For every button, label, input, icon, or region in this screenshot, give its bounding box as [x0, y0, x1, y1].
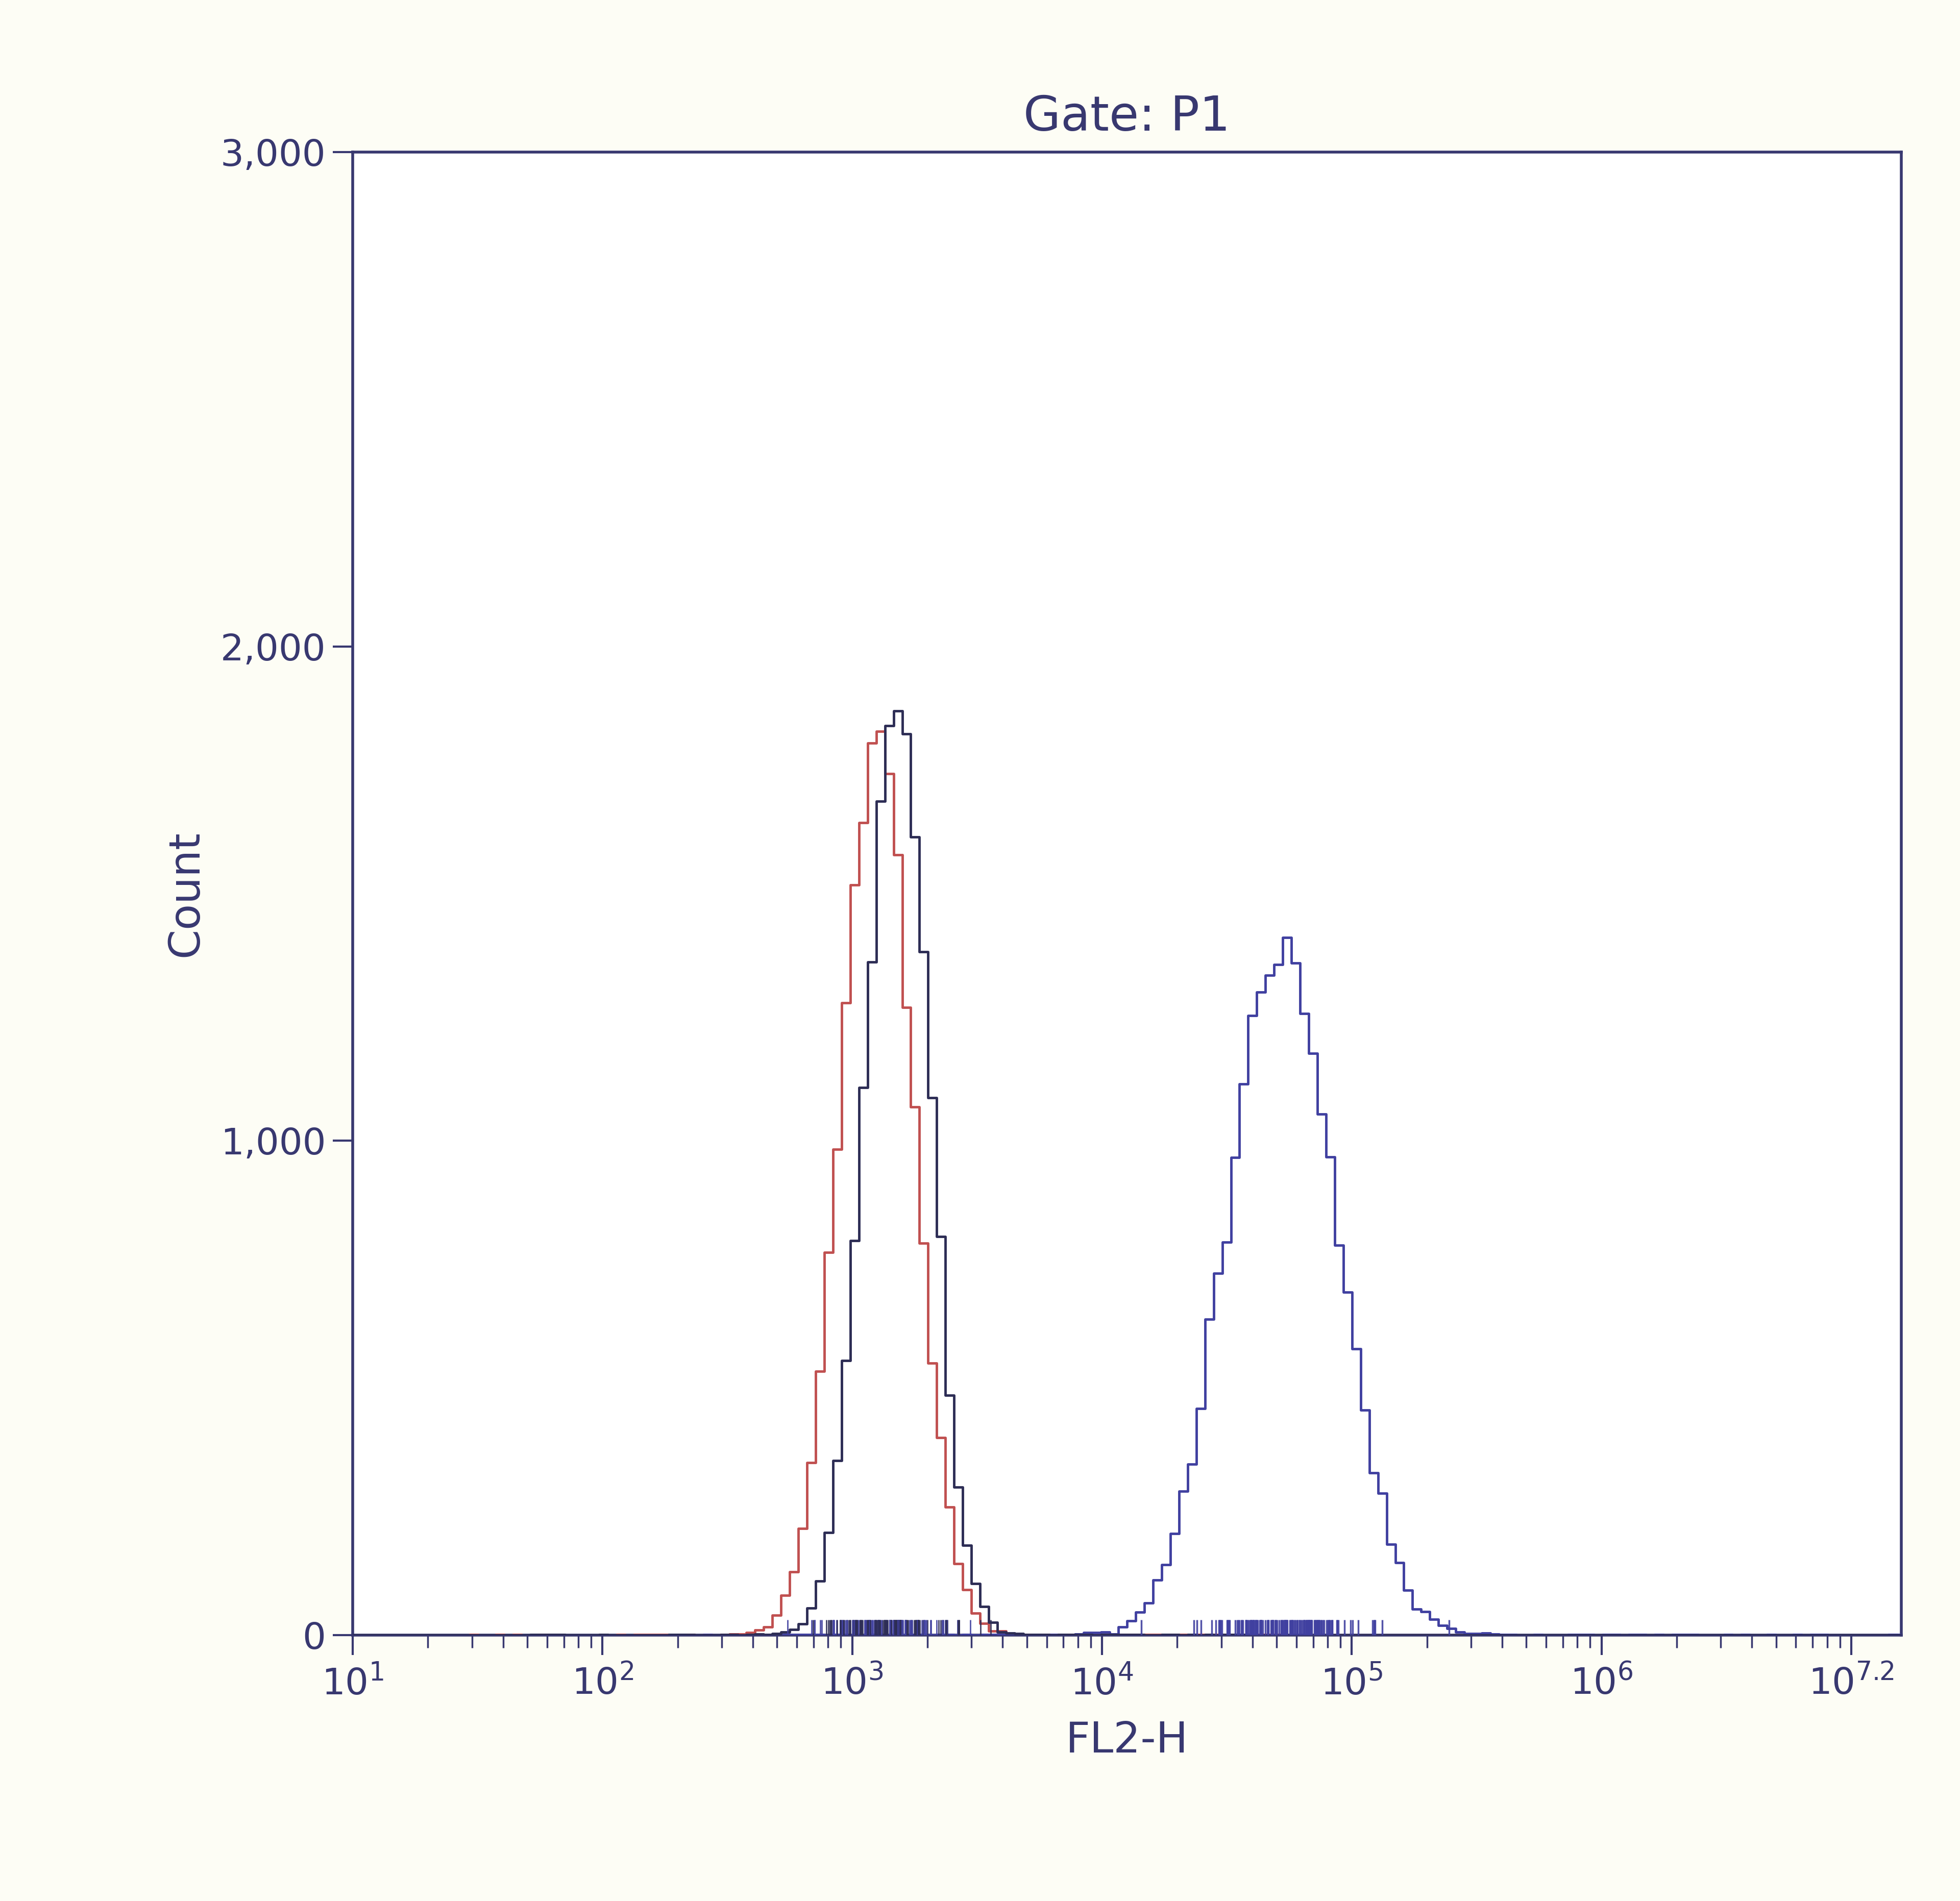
X-axis label: FL2-H: FL2-H: [1066, 1720, 1188, 1760]
Y-axis label: Count: Count: [165, 831, 206, 956]
Title: Gate: P1: Gate: P1: [1023, 93, 1231, 141]
